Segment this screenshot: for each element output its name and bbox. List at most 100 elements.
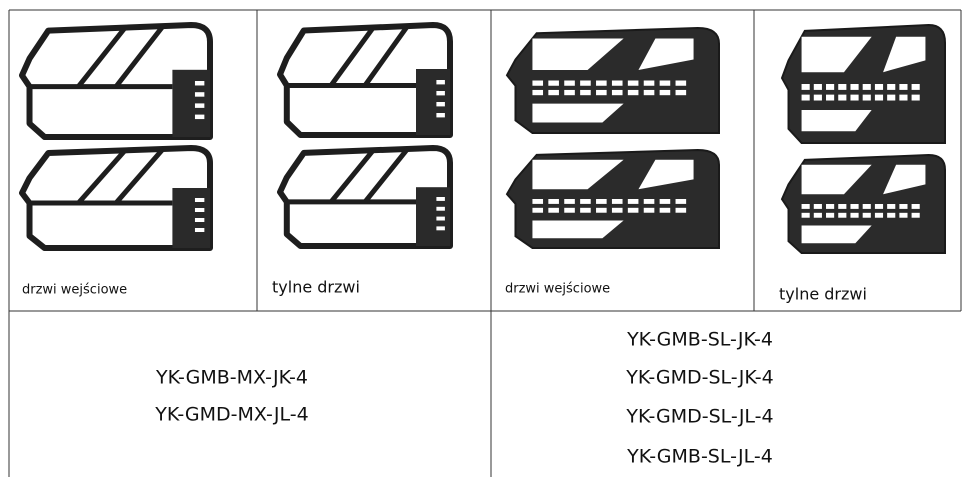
vent <box>194 218 205 222</box>
vent <box>826 84 835 90</box>
vent <box>532 199 544 204</box>
vent <box>194 103 205 108</box>
caption: drzwi wejściowe <box>505 282 610 297</box>
door-window <box>532 38 624 70</box>
vent <box>874 204 884 209</box>
vent <box>611 89 623 96</box>
vent <box>801 212 810 218</box>
vent <box>436 206 445 211</box>
vent <box>911 94 920 101</box>
vent <box>627 207 639 213</box>
vent <box>862 84 871 90</box>
vent <box>548 80 559 86</box>
vent <box>899 212 908 218</box>
door <box>19 22 213 140</box>
vent <box>596 207 607 213</box>
vent <box>801 84 810 90</box>
vent <box>580 80 591 86</box>
model-code: YK-GMB-SL-JK-4 <box>626 329 773 351</box>
door-window <box>883 164 926 195</box>
vent <box>436 102 445 107</box>
vent <box>532 89 544 96</box>
vent <box>564 199 575 204</box>
vent <box>580 207 591 213</box>
vent <box>874 94 884 101</box>
model-code: YK-GMB-MX-JK-4 <box>155 367 308 389</box>
vent <box>813 212 822 218</box>
vent <box>532 207 544 213</box>
door-images <box>19 22 946 254</box>
vent <box>862 212 871 218</box>
vent <box>911 204 920 209</box>
vent <box>850 204 859 209</box>
vent <box>580 89 591 96</box>
vent <box>826 204 835 209</box>
door-bar <box>363 147 410 204</box>
door <box>505 148 720 249</box>
door-bar <box>76 148 128 205</box>
vent <box>436 113 445 118</box>
vent <box>627 80 639 86</box>
door-bar <box>114 24 165 89</box>
vent <box>911 212 920 218</box>
vent <box>194 198 205 202</box>
vent <box>850 94 859 101</box>
caption: drzwi wejściowe <box>22 283 127 298</box>
vent <box>899 94 908 101</box>
door-window <box>638 38 694 70</box>
vent <box>659 89 671 96</box>
caption: tylne drzwi <box>272 278 360 297</box>
vent <box>659 207 671 213</box>
vent <box>436 80 445 85</box>
door-bar <box>329 148 376 204</box>
vent <box>659 80 671 86</box>
vent <box>874 84 884 90</box>
model-code: YK-GMD-MX-JL-4 <box>154 404 308 426</box>
vent <box>564 80 575 86</box>
vent <box>548 207 559 213</box>
vent <box>580 199 591 204</box>
vent <box>874 212 884 218</box>
door-window <box>532 103 624 123</box>
vent <box>596 199 607 204</box>
vent <box>548 199 559 204</box>
vent <box>887 84 896 90</box>
vent <box>813 204 822 209</box>
vent <box>643 89 655 96</box>
door-window <box>801 225 872 244</box>
vent <box>862 94 871 101</box>
vent <box>826 94 835 101</box>
vent <box>611 199 623 204</box>
vent <box>194 92 205 97</box>
vent <box>627 89 639 96</box>
vent <box>675 199 687 204</box>
vent <box>596 80 607 86</box>
door <box>277 145 453 249</box>
vent <box>596 89 607 96</box>
vent <box>838 84 847 90</box>
door-window <box>883 36 926 73</box>
door <box>780 23 946 144</box>
door <box>277 22 453 138</box>
vent <box>850 212 859 218</box>
vent <box>911 84 920 90</box>
vent <box>564 207 575 213</box>
vent <box>826 212 835 218</box>
caption: tylne drzwi <box>779 285 867 304</box>
vent <box>532 80 544 86</box>
vent <box>675 207 687 213</box>
vent <box>675 89 687 96</box>
vent <box>887 212 896 218</box>
table-borders <box>8 9 962 477</box>
vent <box>838 94 847 101</box>
vent <box>194 228 205 232</box>
vent <box>436 216 445 221</box>
door <box>505 26 720 134</box>
vent <box>887 94 896 101</box>
vent <box>813 84 822 90</box>
vent <box>838 204 847 209</box>
vent <box>627 199 639 204</box>
model-code: YK-GMB-SL-JL-4 <box>626 446 773 468</box>
vent <box>899 204 908 209</box>
